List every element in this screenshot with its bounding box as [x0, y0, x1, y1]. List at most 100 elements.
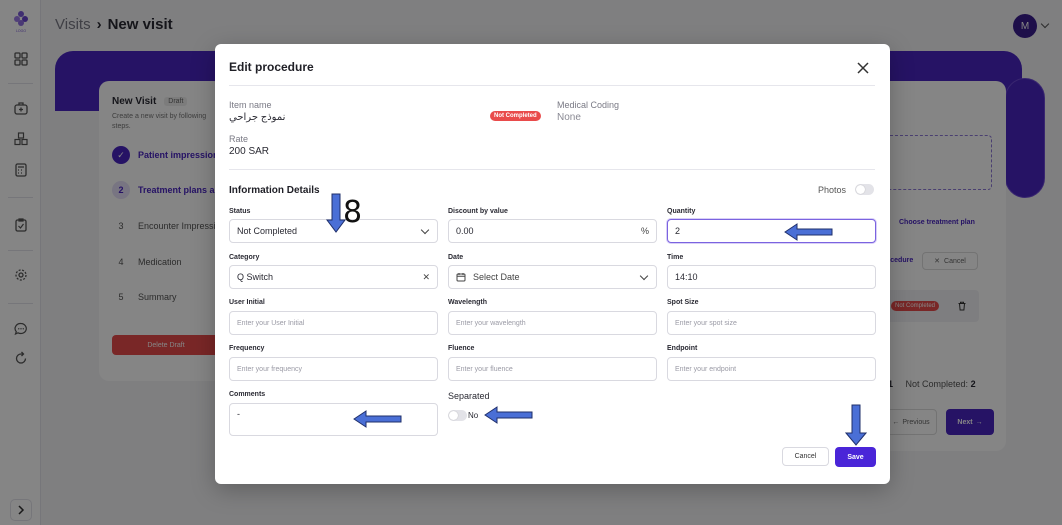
background-cancel-button[interactable]: ✕ Cancel	[922, 252, 978, 270]
sidebar: LOGO	[0, 0, 41, 525]
time-input[interactable]: 14:10	[667, 265, 876, 289]
step-label: Treatment plans an	[138, 185, 221, 195]
clear-icon[interactable]: ✕	[422, 271, 430, 282]
quantity-value: 2	[675, 226, 681, 236]
expand-sidebar-button[interactable]	[10, 499, 32, 521]
step-label: Encounter Impressi	[138, 221, 216, 231]
step-label: Summary	[138, 292, 177, 302]
step-3[interactable]: 3 Encounter Impressi	[112, 217, 216, 235]
sidebar-divider	[8, 197, 33, 198]
comments-textarea[interactable]: -	[229, 403, 438, 436]
step-label: Medication	[138, 257, 182, 267]
logo-text: LOGO	[16, 29, 26, 33]
category-label: Category	[229, 254, 260, 261]
discount-input[interactable]: 0.00 %	[448, 219, 657, 243]
status-label: Status	[229, 208, 251, 215]
separated-value: No	[468, 411, 479, 420]
procedure-link[interactable]: ocedure	[886, 257, 914, 264]
rate-label: Rate	[229, 134, 249, 144]
gear-icon[interactable]	[10, 264, 32, 286]
medical-bag-icon[interactable]	[10, 97, 32, 119]
step-4[interactable]: 4 Medication	[112, 253, 182, 271]
delete-draft-button[interactable]: Delete Draft	[112, 335, 220, 355]
quantity-label: Quantity	[667, 208, 696, 215]
breadcrumb-separator-icon: ›	[96, 16, 102, 33]
category-value: Q Switch	[237, 272, 274, 282]
discount-value: 0.00	[456, 226, 474, 236]
calendar-icon	[456, 273, 466, 282]
visit-title-text: New Visit	[112, 96, 157, 107]
visit-subtitle: Create a new visit by following steps.	[112, 113, 207, 130]
user-initial-label: User Initial	[229, 299, 265, 306]
endpoint-input[interactable]: Enter your endpoint	[667, 357, 876, 381]
photos-label: Photos	[818, 185, 847, 195]
hero-decoration	[1005, 78, 1045, 198]
step-number: 3	[118, 221, 124, 231]
calculator-icon[interactable]	[10, 159, 32, 181]
refresh-icon[interactable]	[10, 347, 32, 369]
visit-title: New Visit Draft	[112, 96, 188, 107]
separated-label: Separated	[448, 391, 490, 401]
breadcrumb-visits[interactable]: Visits	[55, 16, 91, 33]
user-initial-input[interactable]: Enter your User Initial	[229, 311, 438, 335]
annotation-number: 8	[343, 195, 363, 230]
step-number: 2	[112, 181, 130, 199]
fluence-label: Fluence	[448, 345, 475, 352]
fluence-input[interactable]: Enter your fluence	[448, 357, 657, 381]
date-picker[interactable]: Select Date	[448, 265, 657, 289]
steps-card	[99, 81, 224, 381]
frequency-label: Frequency	[229, 345, 265, 352]
status-badge: Not Completed	[891, 301, 940, 311]
quantity-input[interactable]: 2	[667, 219, 876, 243]
section-title: Information Details	[229, 185, 320, 196]
separated-toggle[interactable]	[448, 410, 467, 421]
boxes-icon[interactable]	[10, 128, 32, 150]
chat-icon[interactable]	[10, 318, 32, 340]
not-completed-label: Not Completed:	[905, 379, 969, 389]
annotation-arrow-left	[484, 406, 533, 424]
edit-procedure-modal: Edit procedure Item name نموذج جراحي Not…	[215, 44, 890, 484]
medical-coding-value: None	[557, 112, 581, 123]
step-number: 5	[118, 292, 124, 302]
step-1[interactable]: ✓ Patient impressions	[112, 146, 224, 164]
spot-size-label: Spot Size	[667, 299, 699, 306]
time-value: 14:10	[675, 272, 698, 282]
close-icon[interactable]	[856, 61, 870, 75]
step-5[interactable]: 5 Summary	[112, 288, 177, 306]
sidebar-divider	[8, 250, 33, 251]
annotation-arrow-down	[326, 193, 346, 233]
dashboard-icon[interactable]	[10, 48, 32, 70]
cancel-button[interactable]: Cancel	[782, 447, 829, 466]
date-placeholder: Select Date	[473, 272, 520, 282]
step-2[interactable]: 2 Treatment plans an	[112, 181, 220, 199]
next-label: Next	[957, 418, 973, 426]
avatar[interactable]: M	[1013, 14, 1037, 38]
divider	[229, 85, 875, 86]
step-label: Patient impressions	[138, 150, 224, 160]
choose-treatment-plan-link[interactable]: Choose treatment plan	[899, 219, 975, 226]
completion-counts: 1 Not Completed: 2	[888, 379, 976, 389]
save-button[interactable]: Save	[835, 447, 876, 467]
category-select[interactable]: Q Switch ✕	[229, 265, 438, 289]
photos-toggle[interactable]	[855, 184, 874, 195]
wavelength-label: Wavelength	[448, 299, 488, 306]
chevron-down-icon	[420, 225, 430, 234]
clipboard-icon[interactable]	[10, 214, 32, 236]
trash-icon[interactable]	[957, 301, 967, 311]
draft-badge: Draft	[164, 97, 188, 106]
chevron-right-icon	[18, 505, 25, 515]
app-logo[interactable]: LOGO	[12, 10, 30, 34]
endpoint-label: Endpoint	[667, 345, 698, 352]
frequency-input[interactable]: Enter your frequency	[229, 357, 438, 381]
not-completed-count: 2	[970, 379, 976, 389]
sidebar-divider	[8, 303, 33, 304]
breadcrumb-current: New visit	[107, 16, 173, 33]
wavelength-input[interactable]: Enter your wavelength	[448, 311, 657, 335]
divider	[229, 169, 875, 170]
chevron-down-icon	[639, 271, 649, 280]
discount-label: Discount by value	[448, 208, 508, 215]
step-number: 4	[118, 257, 124, 267]
spot-size-input[interactable]: Enter your spot size	[667, 311, 876, 335]
close-icon: ✕	[934, 258, 941, 265]
next-button[interactable]: Next →	[946, 409, 994, 435]
